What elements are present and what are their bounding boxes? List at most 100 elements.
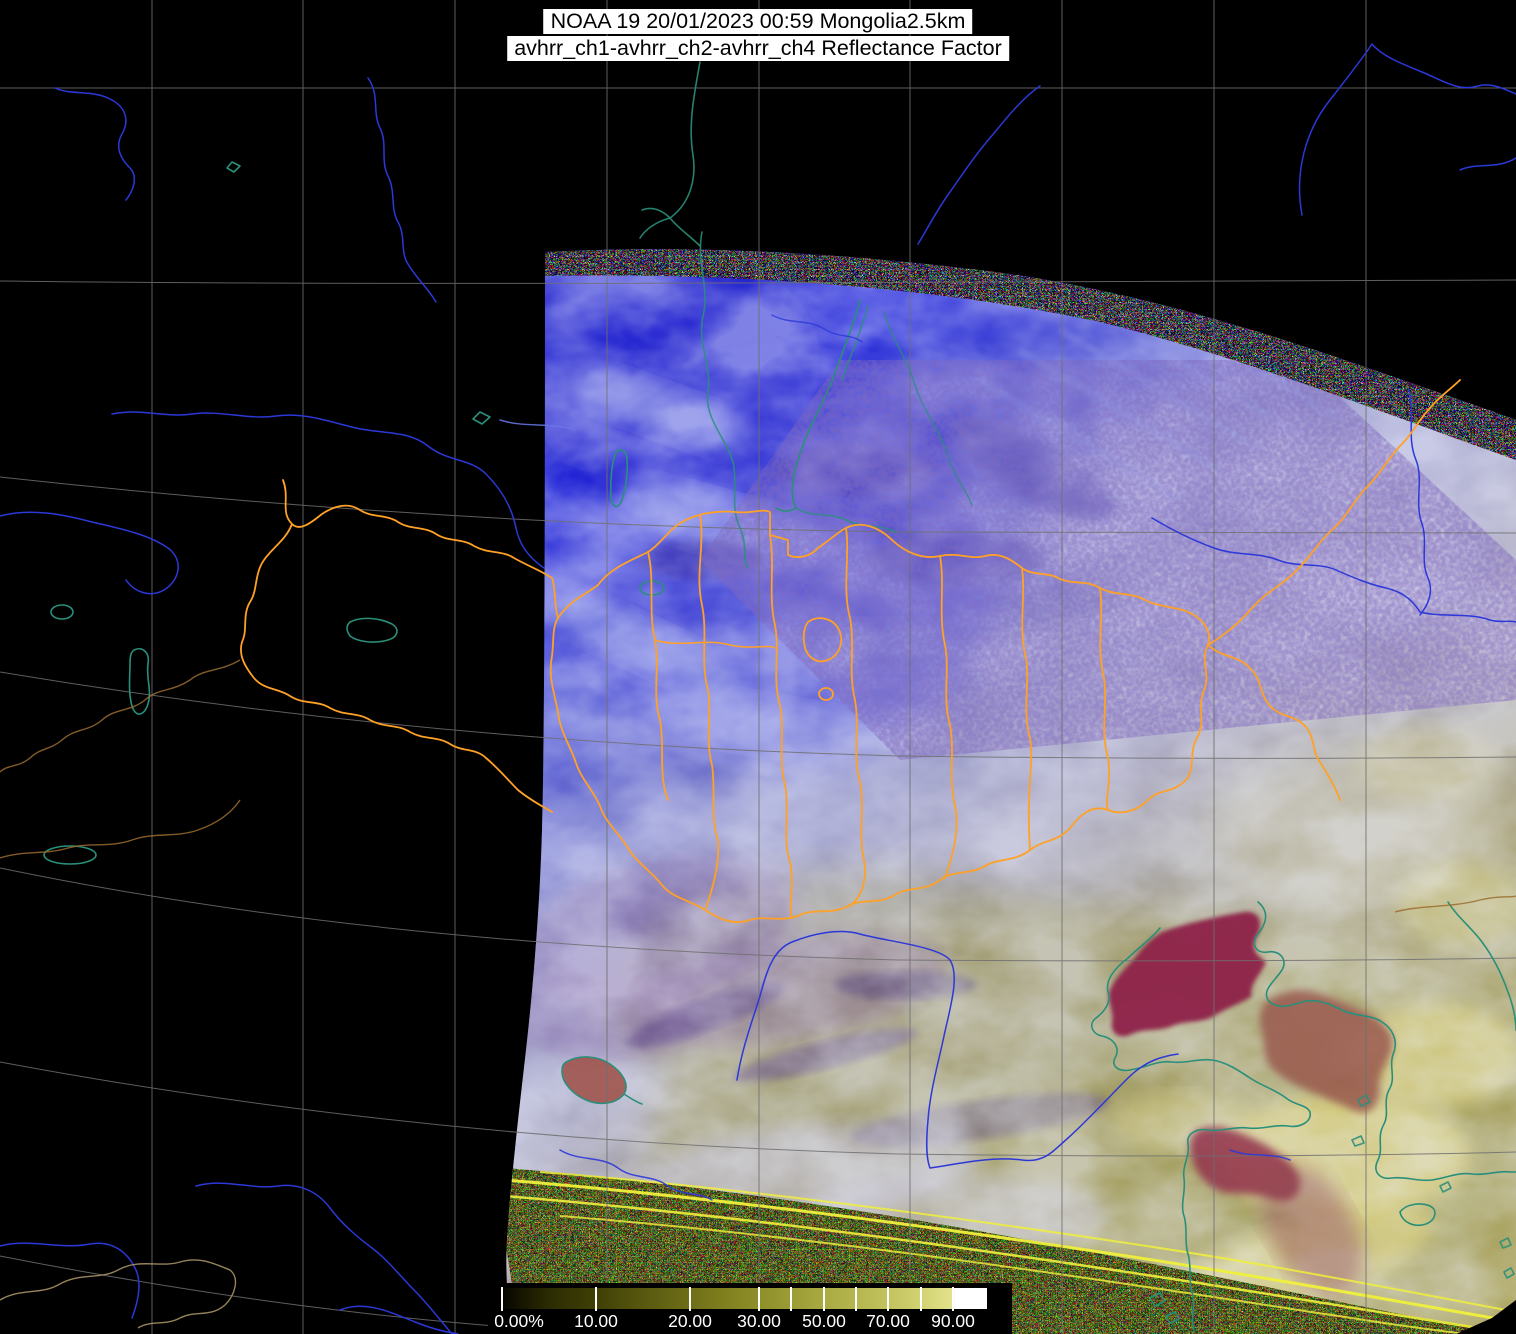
violet-grain-band	[700, 360, 1516, 760]
lake-hovsgol	[609, 449, 629, 508]
small-lake	[226, 161, 241, 173]
colorbar-labels: 0.00% 10.00 20.00 30.00 50.00 70.00 90.0…	[494, 1311, 975, 1331]
aimag-enclave	[802, 617, 842, 663]
river-branch	[1459, 157, 1516, 171]
glint-streak	[506, 1178, 1516, 1324]
korea-west-coastline	[1253, 901, 1516, 1182]
aimag-border	[845, 527, 866, 907]
noise-band-confetti	[545, 249, 1516, 460]
lena-river	[1298, 43, 1516, 216]
russia-kazakhstan-border	[282, 479, 559, 619]
scan-streak	[978, 376, 1182, 504]
satellite-swath	[506, 249, 1516, 1334]
river	[771, 314, 863, 343]
river	[1229, 1149, 1291, 1161]
aimag-border	[1021, 567, 1033, 851]
river	[917, 85, 1041, 245]
river	[195, 1182, 453, 1334]
bohai-sea	[1108, 911, 1266, 1037]
colorbar-label: 30.00	[737, 1311, 781, 1331]
taihu-lakes	[1149, 1292, 1180, 1324]
scan-streak	[1058, 326, 1262, 454]
colorbar-label: 10.00	[574, 1311, 618, 1331]
coastal-islands	[1351, 1094, 1515, 1279]
lake-issyk-kul	[43, 845, 97, 865]
yellow-river	[736, 930, 1179, 1169]
yellow-sea-streak	[1260, 1164, 1364, 1296]
colorbar-gradient	[502, 1288, 987, 1309]
korea-east-coastline	[1447, 901, 1516, 1031]
river	[111, 411, 545, 569]
aimag-border	[698, 514, 720, 909]
red-lake	[562, 1056, 627, 1104]
dim-border-southwest	[0, 1259, 237, 1329]
river	[339, 1305, 459, 1334]
yenisei-river	[699, 231, 749, 569]
title-line-1: NOAA 19 20/01/2023 00:59 Mongolia2.5km	[543, 9, 973, 34]
aimag-enclave-small	[818, 687, 834, 701]
river-delta	[669, 61, 701, 219]
parallel-line	[0, 867, 1516, 962]
lake-baikal-outline	[791, 299, 861, 509]
colorbar-label: 70.00	[866, 1311, 910, 1331]
colorbar-label: 50.00	[802, 1311, 846, 1331]
aimag-border-horizontal	[654, 639, 776, 649]
parallel-line	[0, 279, 1516, 284]
title-line-2: avhrr_ch1-avhrr_ch2-avhrr_ch4 Reflectanc…	[507, 36, 1009, 61]
image-title: NOAA 19 20/01/2023 00:59 Mongolia2.5km a…	[507, 9, 1009, 63]
river	[54, 87, 136, 201]
lake-baikal-south-tip	[775, 507, 797, 512]
river-light	[499, 419, 576, 431]
river	[0, 511, 179, 595]
scan-streak	[1018, 346, 1222, 474]
small-lake	[472, 411, 491, 425]
swath-end-wedge	[1456, 1300, 1516, 1334]
colorbar-label: 20.00	[668, 1311, 712, 1331]
lake-baikal-inner-edge	[841, 305, 869, 381]
dim-border	[0, 799, 241, 859]
red-sea-areas	[562, 911, 1393, 1296]
border-overlays-secondary	[0, 659, 1516, 1329]
mongolia-border	[549, 509, 1210, 923]
coastline-lake-overlays	[43, 61, 1516, 1331]
glint-streak-lines	[506, 1171, 1516, 1334]
colorbar-label: 0.00%	[494, 1311, 544, 1331]
aimag-border	[939, 555, 958, 879]
amur-river	[1407, 387, 1432, 616]
glint-streak	[539, 1171, 1516, 1313]
aimag-border	[769, 534, 793, 919]
dim-border	[0, 659, 241, 773]
river-delta-branches	[639, 207, 701, 247]
nk-china-border	[1394, 895, 1516, 913]
colorbar-label: 90.00	[931, 1311, 975, 1331]
parallel-line	[0, 1061, 1516, 1157]
russia-china-border	[1207, 379, 1461, 646]
china-border-east	[1207, 644, 1341, 801]
aimag-border	[1099, 587, 1111, 811]
colorbar-ticks	[501, 1287, 954, 1311]
amur-branch	[1151, 517, 1516, 623]
scan-streak	[1098, 311, 1302, 439]
border-overlays-primary	[240, 379, 1461, 923]
river	[0, 1242, 140, 1319]
red-lake-tail	[623, 1093, 643, 1105]
red-lake-outline	[561, 1056, 627, 1105]
jeju-island	[1399, 1203, 1436, 1227]
colorbar-legend: 0.00% 10.00 20.00 30.00 50.00 70.00 90.0…	[488, 1283, 1012, 1334]
lake-zaysan	[346, 617, 398, 643]
korea-bay	[1260, 990, 1393, 1113]
glint-streak	[559, 1215, 1471, 1334]
vitim-river	[883, 311, 973, 506]
river-overlays	[0, 43, 1516, 1334]
aimag-border	[647, 551, 669, 801]
small-lake	[50, 604, 74, 620]
glint-streak	[506, 1194, 1516, 1334]
river	[367, 77, 437, 303]
parallel-line	[0, 671, 1516, 759]
kazakhstan-china-border	[240, 523, 553, 813]
lake-balkhash-tip	[128, 648, 151, 715]
selenga-river	[795, 507, 897, 533]
river	[559, 1149, 713, 1201]
